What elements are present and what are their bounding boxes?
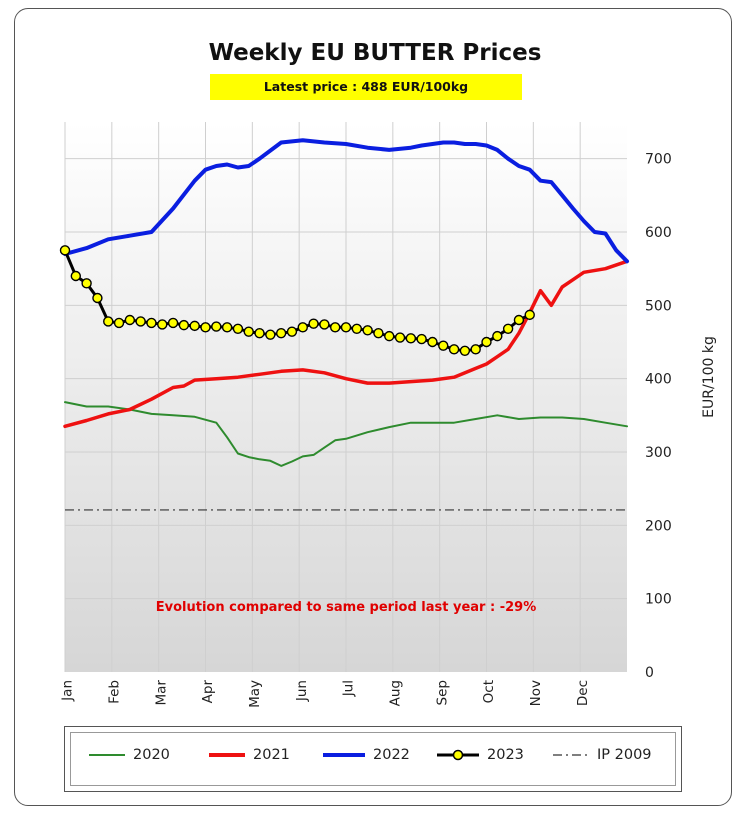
legend-inner-border — [70, 732, 676, 786]
y-tick-label: 300 — [645, 445, 672, 461]
legend-swatch-ip2009 — [553, 754, 589, 756]
x-tick-label: Jul — [341, 680, 357, 697]
point-2023 — [221, 322, 233, 333]
evolution-note: Evolution compared to same period last y… — [155, 600, 537, 615]
point-2023 — [167, 317, 179, 329]
point-2023 — [113, 317, 125, 329]
series-line-2022 — [63, 138, 629, 264]
legend-item-2022: 2022 — [321, 745, 410, 765]
y-tick-label: 500 — [645, 298, 672, 314]
x-tick-label: Apr — [200, 680, 216, 704]
legend-swatch-2020 — [89, 754, 125, 756]
x-tick-label: Sep — [434, 680, 450, 705]
point-2023 — [124, 314, 136, 326]
x-tick-label: Feb — [107, 680, 123, 704]
legend-item-2021: 2021 — [207, 745, 290, 765]
y-tick-label: 700 — [645, 152, 672, 168]
point-2023 — [70, 270, 82, 282]
latest-price-badge: Latest price : 488 EUR/100kg — [210, 74, 522, 100]
y-tick-label: 100 — [645, 592, 672, 608]
point-2023 — [492, 330, 503, 342]
legend-label-2020: 2020 — [133, 747, 170, 763]
point-2023 — [243, 326, 254, 337]
legend-swatch-2023 — [437, 749, 479, 761]
y-tick-label: 400 — [645, 372, 672, 388]
point-2023 — [438, 340, 449, 351]
point-2023 — [254, 328, 265, 339]
point-2023 — [405, 333, 417, 344]
legend-item-2023: 2023 — [435, 745, 524, 765]
point-2023 — [513, 314, 525, 326]
point-2023 — [394, 332, 406, 343]
point-2023 — [297, 322, 308, 333]
chart-title: Weekly EU BUTTER Prices — [208, 40, 542, 66]
legend-label-ip2009: IP 2009 — [597, 747, 652, 763]
point-2023 — [308, 318, 319, 329]
point-2023 — [146, 317, 157, 329]
x-tick-label: Jan — [60, 680, 76, 702]
series-layer — [59, 138, 629, 467]
point-2023 — [502, 323, 514, 334]
x-axis: Jan Feb Mar Apr May Jun Jul Aug Sep Oct Nov Dec — [60, 680, 591, 708]
point-2023 — [340, 322, 352, 333]
x-tick-label: May — [247, 680, 263, 708]
point-2023 — [103, 316, 114, 327]
point-2023 — [265, 329, 276, 340]
y-tick-label: 200 — [645, 518, 672, 534]
point-2023 — [286, 326, 298, 337]
y-tick-label: 0 — [645, 665, 654, 681]
legend-label-2022: 2022 — [373, 747, 410, 763]
series-line-2020 — [64, 401, 628, 467]
series-line-2021 — [63, 259, 629, 429]
legend: 2020 2021 2022 2023 IP 2009 — [64, 726, 682, 792]
point-2023 — [275, 328, 287, 339]
y-tick-label: 600 — [645, 225, 672, 241]
point-2023 — [351, 323, 363, 334]
point-2023 — [448, 344, 460, 355]
point-2023 — [470, 344, 481, 355]
point-2023 — [178, 319, 190, 331]
point-2023 — [384, 330, 395, 342]
point-2023 — [319, 319, 330, 330]
legend-swatch-2022 — [323, 753, 365, 757]
point-2023 — [373, 328, 384, 339]
point-2023 — [157, 319, 168, 330]
x-tick-label: Oct — [481, 680, 497, 703]
point-2023 — [524, 309, 535, 321]
legend-item-2020: 2020 — [87, 745, 170, 765]
point-2023 — [427, 336, 438, 348]
point-2023 — [81, 278, 92, 289]
x-tick-label: Mar — [153, 680, 169, 706]
legend-label-2023: 2023 — [487, 747, 524, 763]
x-tick-label: Dec — [575, 680, 591, 706]
x-tick-label: Nov — [528, 680, 544, 706]
point-2023 — [329, 322, 341, 333]
y-axis: 0 100 200 300 400 500 600 700 — [645, 152, 672, 681]
point-2023 — [92, 292, 103, 304]
point-2023 — [135, 316, 146, 327]
y-axis-title: EUR/100 kg — [701, 336, 717, 418]
point-2023 — [416, 333, 427, 345]
point-2023 — [59, 245, 71, 256]
legend-swatch-2021 — [209, 753, 245, 757]
legend-item-ip2009: IP 2009 — [551, 745, 652, 765]
point-2023 — [189, 320, 200, 332]
point-2023 — [362, 325, 373, 336]
point-2023 — [232, 323, 244, 334]
x-tick-label: Jun — [294, 680, 310, 702]
point-2023 — [200, 322, 211, 333]
x-tick-label: Aug — [388, 680, 404, 706]
legend-label-2021: 2021 — [253, 747, 290, 763]
point-2023 — [481, 336, 492, 348]
point-2023 — [211, 321, 222, 332]
point-2023 — [459, 345, 471, 356]
